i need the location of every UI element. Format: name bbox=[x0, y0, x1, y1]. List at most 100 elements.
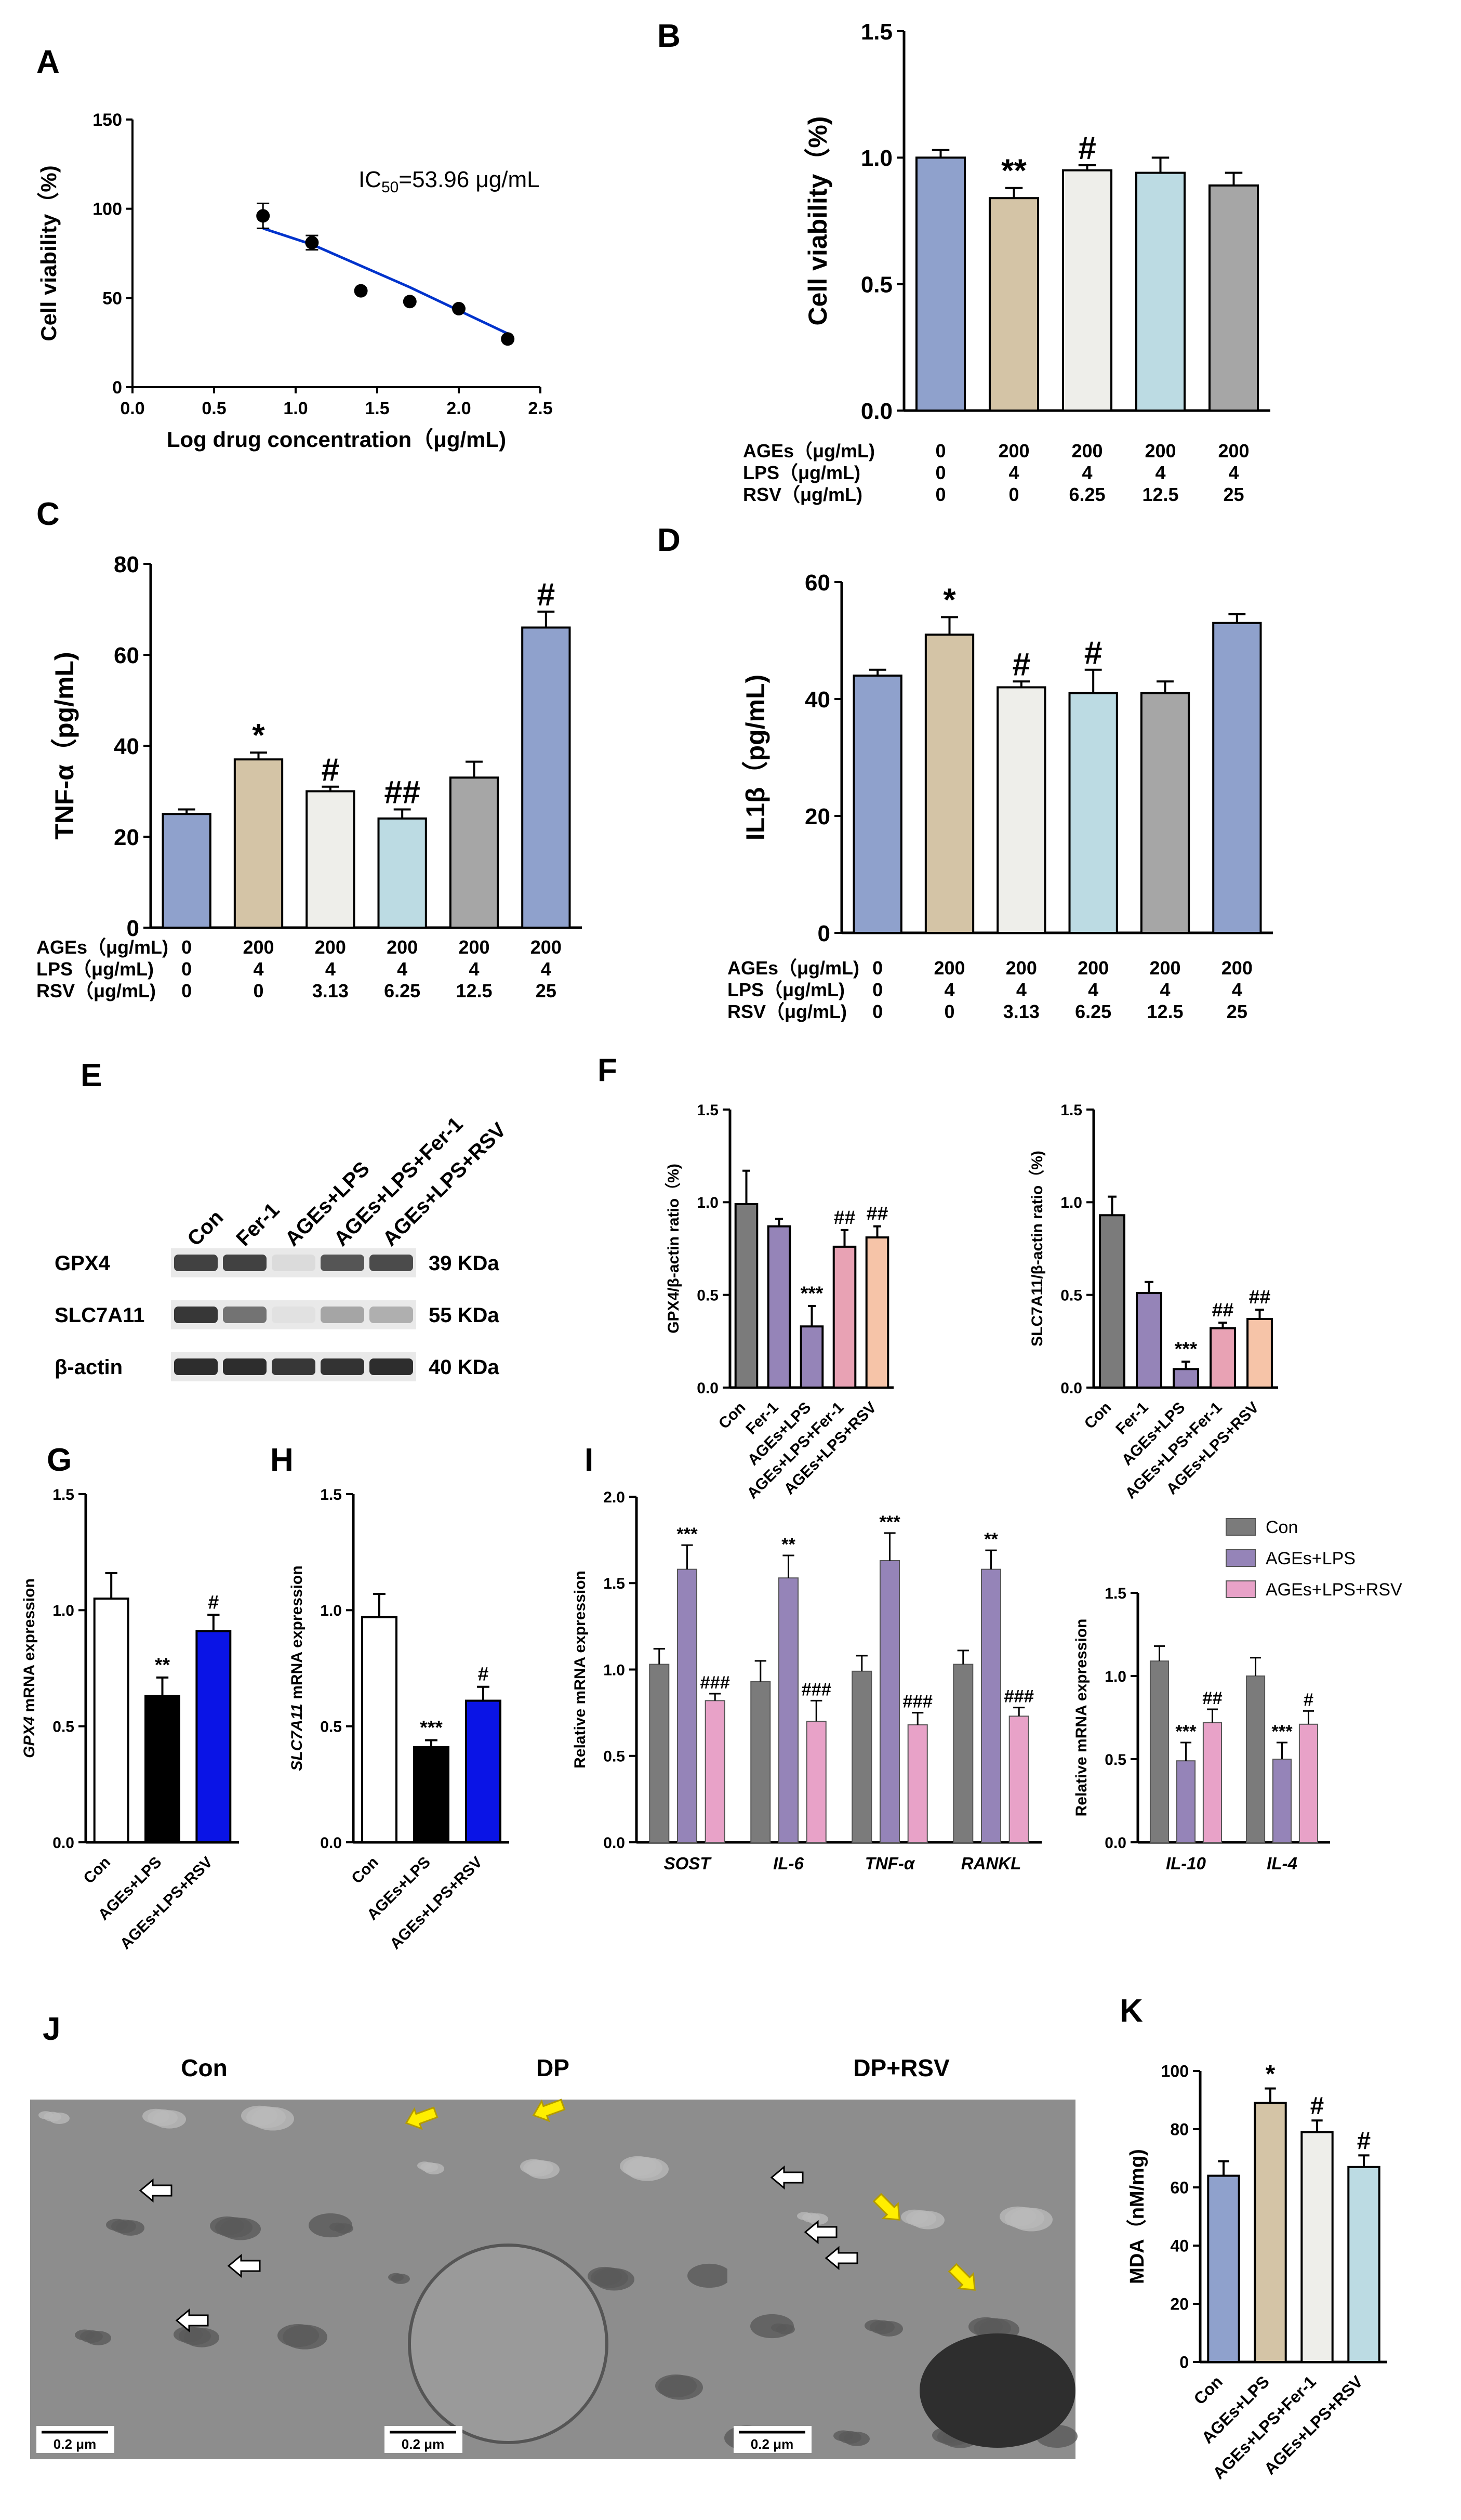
significance-mark: # bbox=[478, 1663, 489, 1685]
tem-organelle bbox=[423, 2163, 444, 2174]
ic50-subscript: 50 bbox=[381, 179, 399, 196]
tem-organelle bbox=[594, 2268, 634, 2291]
data-point bbox=[501, 332, 515, 346]
bar bbox=[306, 790, 355, 929]
y-tick-label: 1.0 bbox=[697, 1194, 719, 1211]
tem-organelle bbox=[1010, 2208, 1053, 2232]
panel-letter-k: K bbox=[1120, 1993, 1143, 2029]
tem-organelle bbox=[335, 2223, 353, 2234]
significance-mark: # bbox=[208, 1591, 219, 1613]
significance-mark: * bbox=[943, 582, 956, 618]
bar bbox=[1300, 2131, 1334, 2364]
y-tick-label: 0.0 bbox=[52, 1835, 74, 1852]
y-tick-label: 0.0 bbox=[603, 1835, 625, 1852]
blot-band bbox=[369, 1307, 413, 1323]
x-tick-label: AGEs+LPS+RSV bbox=[117, 1854, 216, 1953]
blot-lane-label: Fer-1 bbox=[232, 1198, 284, 1250]
x-tick-label: TNF-α bbox=[865, 1854, 915, 1873]
legend-swatch bbox=[1226, 1518, 1256, 1536]
bar bbox=[162, 813, 211, 929]
tem-scale-box bbox=[384, 2426, 462, 2453]
tem-organelle bbox=[283, 2325, 327, 2350]
significance-mark: ### bbox=[801, 1680, 831, 1699]
x-tick-label: IL-6 bbox=[773, 1854, 804, 1873]
y-axis-label: Cell viability（%) bbox=[36, 165, 61, 341]
bar bbox=[915, 156, 966, 412]
blot-band bbox=[174, 1358, 218, 1375]
x-tick-label: 1.5 bbox=[365, 399, 389, 418]
bar bbox=[750, 1681, 771, 1843]
blot-band bbox=[272, 1255, 315, 1271]
chart-i1: 0.0 0.5 1.0 1.5 2.0 Relative mRNA expression *… bbox=[572, 1489, 1042, 1873]
bar bbox=[997, 686, 1046, 934]
y-tick-label: 60 bbox=[1170, 2179, 1189, 2197]
y-tick-label: 1.0 bbox=[1105, 1668, 1126, 1685]
blot-band bbox=[223, 1358, 267, 1375]
condition-value: 4 bbox=[1008, 462, 1019, 483]
bar bbox=[924, 634, 975, 934]
significance-mark: ### bbox=[1004, 1687, 1034, 1707]
condition-value: 4 bbox=[1082, 462, 1092, 483]
condition-value: 200 bbox=[1071, 440, 1103, 461]
blot-band bbox=[174, 1255, 218, 1271]
x-tick-label: 0.5 bbox=[202, 399, 226, 418]
condition-value: 4 bbox=[253, 958, 263, 980]
y-axis-label: GPX4/β-actin ratio（%) bbox=[665, 1164, 682, 1334]
y-tick-label: 40 bbox=[805, 687, 830, 713]
tem-scale-box bbox=[36, 2426, 114, 2453]
condition-value: 200 bbox=[1145, 440, 1176, 461]
blot-size-label: 39 KDa bbox=[429, 1252, 499, 1275]
chart-i2: 0.0 0.5 1.0 1.5 Relative mRNA expression *** #… bbox=[1073, 1518, 1402, 1873]
bar bbox=[144, 1695, 180, 1844]
legend-label: AGEs+LPS bbox=[1266, 1549, 1356, 1568]
blot-band bbox=[369, 1358, 413, 1375]
white-arrow-icon bbox=[804, 2220, 838, 2245]
y-tick-label: 1.5 bbox=[1060, 1102, 1082, 1119]
condition-value: 6.25 bbox=[384, 980, 420, 1001]
bar bbox=[361, 1616, 397, 1844]
bar bbox=[449, 776, 499, 929]
panel-letter-c: C bbox=[36, 496, 60, 532]
condition-value: 4 bbox=[1088, 979, 1098, 1000]
y-tick-label: 50 bbox=[102, 288, 122, 308]
x-tick-label: Con bbox=[1190, 2372, 1226, 2408]
condition-label: LPS（μg/mL) bbox=[727, 979, 845, 1000]
bar bbox=[1212, 622, 1262, 934]
bar bbox=[649, 1664, 670, 1843]
condition-value: 4 bbox=[469, 958, 479, 980]
bar bbox=[980, 1568, 1002, 1843]
condition-value: 4 bbox=[397, 958, 407, 980]
bar bbox=[1202, 1722, 1223, 1843]
y-tick-label: 0.0 bbox=[1060, 1380, 1082, 1397]
tem-scale-box bbox=[734, 2426, 812, 2453]
y-axis-label: GPX4 mRNA expression bbox=[21, 1578, 38, 1758]
y-tick-label: 0.0 bbox=[320, 1835, 342, 1852]
y-axis-label: Cell viability（%) bbox=[803, 116, 832, 326]
data-point bbox=[403, 295, 417, 309]
y-tick-label: 20 bbox=[805, 804, 830, 829]
tem-organelle bbox=[776, 2324, 795, 2334]
bar bbox=[953, 1664, 974, 1843]
condition-value: 3.13 bbox=[312, 980, 349, 1001]
x-tick-label: Con bbox=[81, 1854, 114, 1888]
bar bbox=[852, 1670, 872, 1843]
bar bbox=[1254, 2102, 1287, 2364]
y-tick-label: 0.5 bbox=[697, 1287, 719, 1304]
bar bbox=[806, 1721, 827, 1843]
bar bbox=[1008, 1716, 1029, 1843]
y-axis-label: IL1β（pg/mL) bbox=[741, 675, 770, 840]
tem-organelle bbox=[875, 2321, 903, 2337]
y-tick-label: 60 bbox=[805, 570, 830, 596]
western-blot-panel: Con Fer-1AGEs+LPSAGEs+LPS+Fer-1AGEs+LPS+R… bbox=[55, 1113, 511, 1381]
y-tick-label: 20 bbox=[1170, 2295, 1189, 2314]
y-axis-label: SLC7A11 mRNA expression bbox=[288, 1565, 306, 1771]
bar bbox=[705, 1700, 725, 1843]
tem-organelle bbox=[153, 2110, 186, 2129]
x-tick-label: SOST bbox=[664, 1854, 712, 1873]
condition-value: 12.5 bbox=[1147, 1001, 1183, 1022]
bar bbox=[1061, 169, 1113, 412]
significance-mark: ** bbox=[781, 1535, 795, 1554]
significance-mark: # bbox=[1012, 646, 1030, 682]
